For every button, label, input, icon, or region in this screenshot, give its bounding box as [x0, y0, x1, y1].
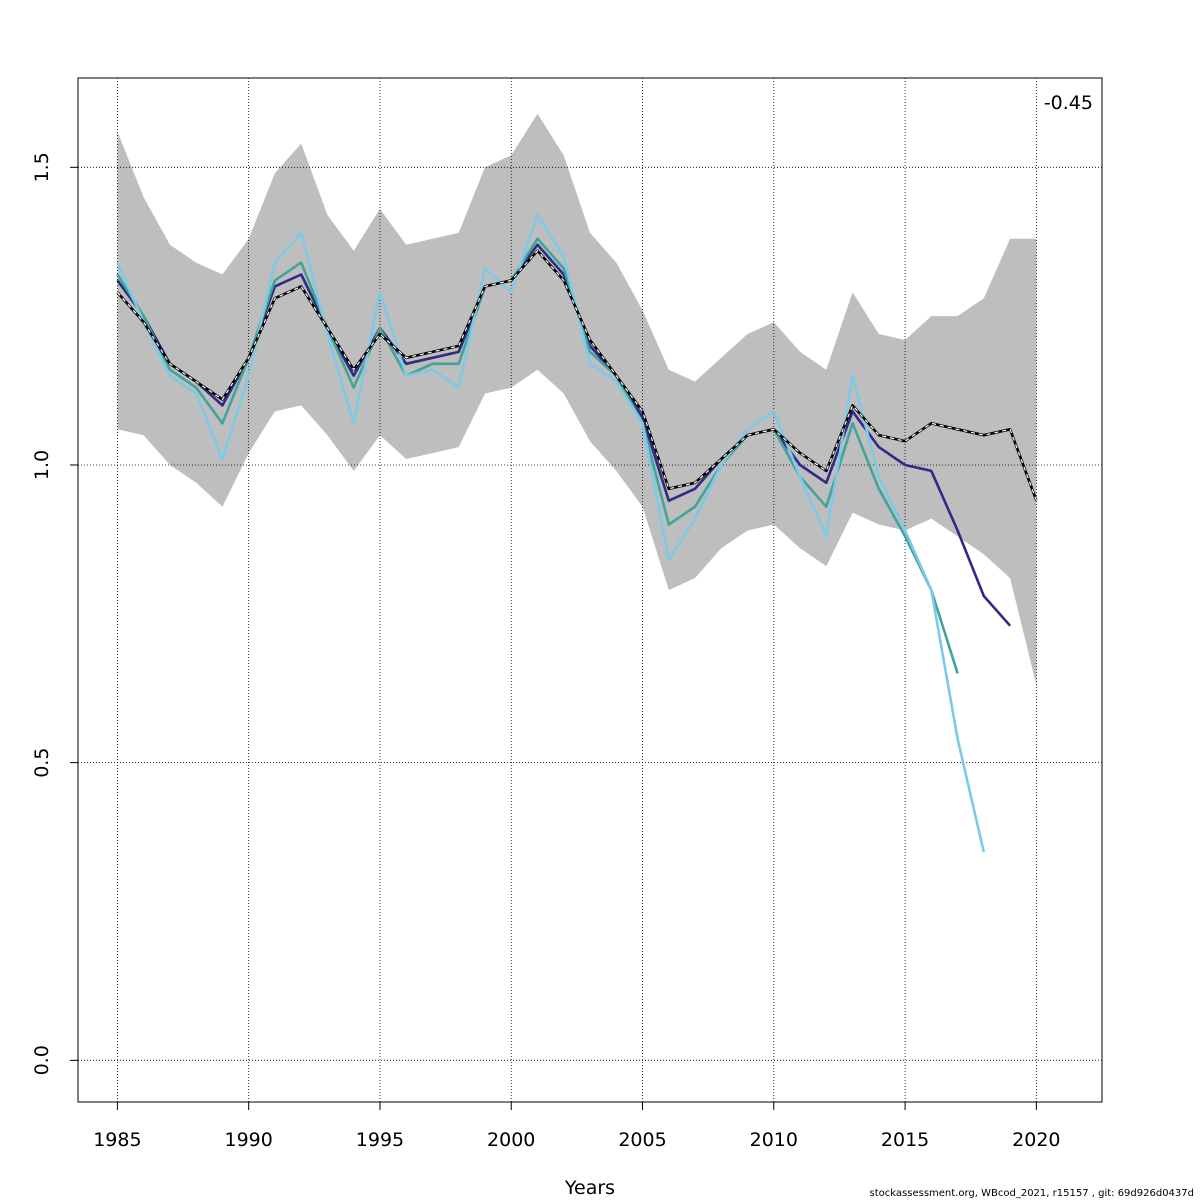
y-tick-label: 1.5 [31, 152, 53, 182]
series-line-2 [116, 237, 959, 674]
x-tick-label: 2020 [1012, 1129, 1060, 1151]
rho-annotation: -0.45 [1044, 92, 1093, 114]
x-tick-label: 2010 [750, 1129, 798, 1151]
y-axis: 0.0 0.5 1.0 1.5 [31, 152, 78, 1075]
x-tick-label: 2000 [487, 1129, 535, 1151]
x-axis: 1985 1990 1995 2000 2005 2010 2015 2020 [93, 1102, 1061, 1151]
x-tick-label: 1985 [93, 1129, 141, 1151]
x-tick-label: 2015 [881, 1129, 929, 1151]
x-tick-label: 1990 [224, 1129, 272, 1151]
x-axis-title: Years [564, 1177, 615, 1199]
confidence-band-layer [117, 113, 1037, 686]
series-layer [116, 213, 1038, 853]
plot-frame [77, 77, 1103, 1103]
y-tick-label: 0.5 [31, 748, 53, 778]
x-tick-label: 2005 [618, 1129, 666, 1151]
y-tick-label: 1.0 [31, 450, 53, 480]
x-tick-label: 1995 [356, 1129, 404, 1151]
y-tick-label: 0.0 [31, 1045, 53, 1075]
series-line-3 [116, 213, 986, 853]
footer-credit: stockassessment.org, WBcod_2021, r15157 … [869, 1188, 1194, 1199]
grid-layer [78, 78, 1102, 1102]
series-line-0-dash [116, 249, 1037, 501]
confidence-band [117, 113, 1037, 686]
